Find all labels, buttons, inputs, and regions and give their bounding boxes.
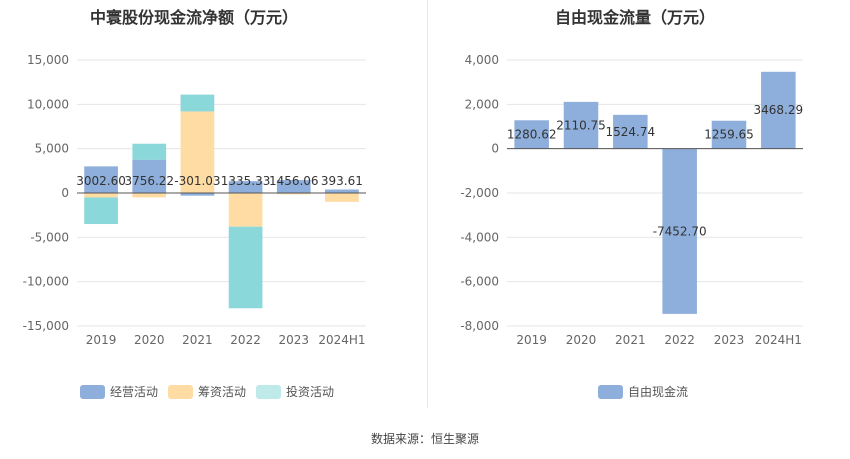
legend-item-financing[interactable]: 筹资活动	[168, 383, 246, 400]
data-label: -301.03	[174, 174, 220, 188]
legend-item-free-cash-flow[interactable]: 自由现金流	[598, 383, 688, 400]
right-chart-title: 自由现金流量（万元）	[555, 8, 716, 27]
x-tick-label: 2020	[566, 333, 597, 347]
bar-3	[228, 226, 263, 309]
bar-3	[84, 197, 118, 225]
data-label: 3468.29	[754, 103, 804, 117]
x-tick-label: 2021	[182, 333, 213, 347]
bar-1	[761, 71, 796, 149]
legend-item-investing[interactable]: 投资活动	[256, 383, 334, 400]
y-tick-label: 2,000	[465, 97, 499, 111]
legend-swatch-financing	[168, 384, 194, 399]
y-tick-label: 10,000	[27, 97, 69, 111]
data-label: 1259.65	[704, 128, 754, 142]
bar-2	[276, 193, 311, 195]
x-tick-label: 2019	[516, 333, 547, 347]
bar-1	[132, 159, 167, 193]
data-label: 3002.60	[76, 174, 126, 188]
data-label: 2110.75	[556, 118, 606, 132]
bar-1	[514, 120, 549, 149]
bar-1	[84, 166, 118, 193]
bar-1	[711, 120, 747, 149]
panel-divider	[427, 0, 428, 408]
y-tick-label: -2,000	[460, 186, 499, 200]
bar-1	[563, 101, 599, 149]
left-legend: 经营活动 筹资活动 投资活动	[80, 383, 344, 400]
x-tick-label: 2022	[664, 333, 695, 347]
legend-item-operating[interactable]: 经营活动	[80, 383, 158, 400]
bar-1	[228, 181, 263, 193]
bar-2	[132, 193, 167, 198]
y-tick-label: -10,000	[23, 275, 69, 289]
legend-label-financing: 筹资活动	[198, 385, 247, 399]
legend-label-investing: 投资活动	[286, 385, 335, 399]
data-label: 1524.74	[606, 125, 656, 139]
legend-swatch-operating	[80, 384, 105, 399]
data-label: -7452.70	[653, 224, 707, 238]
bar-2	[84, 193, 118, 198]
bar-1	[180, 193, 215, 196]
free-cash-flow-chart: 4,000 2,000 0 -2,000 -4,000 -6,000 -8,000 2019 1…	[460, 53, 804, 347]
y-tick-label: 15,000	[27, 53, 69, 67]
y-tick-label: -5,000	[30, 230, 69, 244]
x-tick-label: 2021	[615, 333, 646, 347]
bar-1	[613, 114, 648, 149]
x-tick-label: 2019	[86, 333, 117, 347]
legend-label-free-cash-flow: 自由现金流	[628, 385, 689, 399]
x-tick-label: 2024H1	[755, 333, 802, 347]
x-tick-label: 2023	[278, 333, 309, 347]
legend-label-operating: 经营活动	[110, 385, 159, 399]
y-tick-label: -6,000	[460, 275, 499, 289]
data-label: 1335.33	[221, 174, 271, 188]
y-tick-label: 0	[61, 186, 69, 200]
x-tick-label: 2024H1	[318, 333, 365, 347]
right-legend: 自由现金流	[598, 383, 698, 400]
bar-1	[662, 148, 697, 314]
y-tick-label: -4,000	[460, 230, 499, 244]
y-tick-label: -8,000	[460, 319, 499, 333]
bar-3	[180, 94, 215, 112]
bar-2	[228, 193, 263, 227]
data-label: 393.61	[321, 174, 363, 188]
cash-flow-chart: 15,000 10,000 5,000 0 -5,000 -10,000 -15,000 20…	[23, 53, 366, 347]
data-label: 3756.22	[124, 174, 174, 188]
x-tick-label: 2022	[230, 333, 261, 347]
x-tick-label: 2020	[134, 333, 165, 347]
left-chart-title: 中寰股份现金流净额（万元）	[90, 8, 299, 27]
bar-1	[276, 180, 311, 193]
y-tick-label: 0	[491, 142, 499, 156]
y-tick-label: -15,000	[23, 319, 69, 333]
legend-swatch-investing	[256, 384, 282, 399]
bar-3	[132, 143, 167, 160]
x-tick-label: 2023	[714, 333, 745, 347]
legend-swatch-free-cash-flow	[598, 384, 623, 399]
bar-2	[325, 193, 359, 202]
y-tick-label: 5,000	[35, 142, 69, 156]
bar-2	[180, 111, 215, 193]
y-tick-label: 4,000	[465, 53, 499, 67]
data-source: 数据来源：恒生聚源	[370, 432, 479, 446]
bar-1	[325, 189, 359, 193]
data-label: 1280.62	[507, 127, 557, 141]
data-label: 1456.06	[269, 174, 319, 188]
